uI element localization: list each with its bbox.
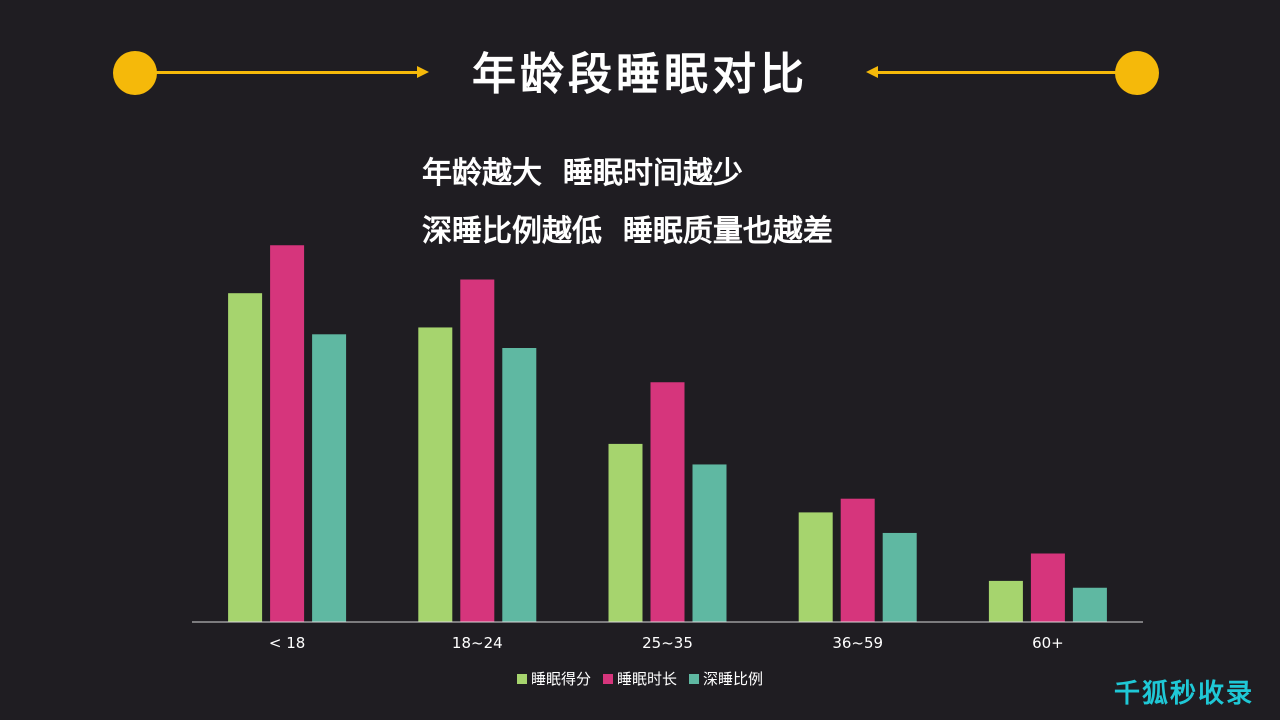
legend-swatch: [602, 673, 613, 684]
watermark-logo: 千狐秒收录: [1113, 679, 1254, 709]
bar-4-0: [988, 580, 1023, 622]
subtitle-line-1: 年龄越大 睡眠时间越少: [422, 156, 743, 191]
bar-1-1: [460, 279, 495, 622]
x-tick-label: 60+: [1032, 634, 1064, 652]
bar-0-0: [228, 293, 263, 622]
bar-2-1: [650, 382, 685, 622]
bar-3-1: [840, 498, 875, 622]
bar-3-2: [882, 532, 917, 622]
legend-item: 深睡比例: [689, 668, 763, 689]
bar-0-1: [270, 245, 305, 622]
bar-1-0: [418, 327, 453, 622]
legend-swatch: [516, 673, 527, 684]
bar-1-2: [502, 348, 537, 622]
x-tick-label: 36~59: [832, 634, 883, 652]
right-arrow-line: [878, 71, 1118, 74]
bar-3-0: [798, 512, 833, 622]
bar-4-1: [1030, 553, 1065, 622]
page-title: 年龄段睡眠对比: [472, 49, 808, 100]
chart-legend: 睡眠得分 睡眠时长 深睡比例: [0, 668, 1280, 689]
right-yellow-dot: [1115, 51, 1159, 95]
bar-2-2: [692, 464, 727, 622]
right-arrowhead-icon: [417, 66, 429, 78]
legend-item: 睡眠得分: [516, 668, 591, 689]
x-tick-label: 18~24: [452, 634, 503, 652]
legend-label: 睡眠得分: [530, 670, 591, 688]
bar-4-2: [1072, 587, 1107, 622]
left-yellow-dot: [113, 51, 157, 95]
legend-label: 深睡比例: [703, 670, 764, 688]
left-arrow-line: [155, 71, 417, 74]
header: 年龄段睡眠对比: [0, 0, 1280, 150]
left-arrowhead-icon: [866, 66, 878, 78]
legend-label: 睡眠时长: [616, 670, 677, 688]
subtitle-line-2: 深睡比例越低 睡眠质量也越差: [422, 214, 833, 249]
x-tick-label: < 18: [269, 634, 305, 652]
x-tick-label: 25~35: [642, 634, 693, 652]
legend-swatch: [689, 673, 699, 684]
bar-0-2: [312, 334, 347, 622]
bar-2-0: [608, 443, 643, 622]
legend-item: 睡眠时长: [602, 668, 677, 689]
